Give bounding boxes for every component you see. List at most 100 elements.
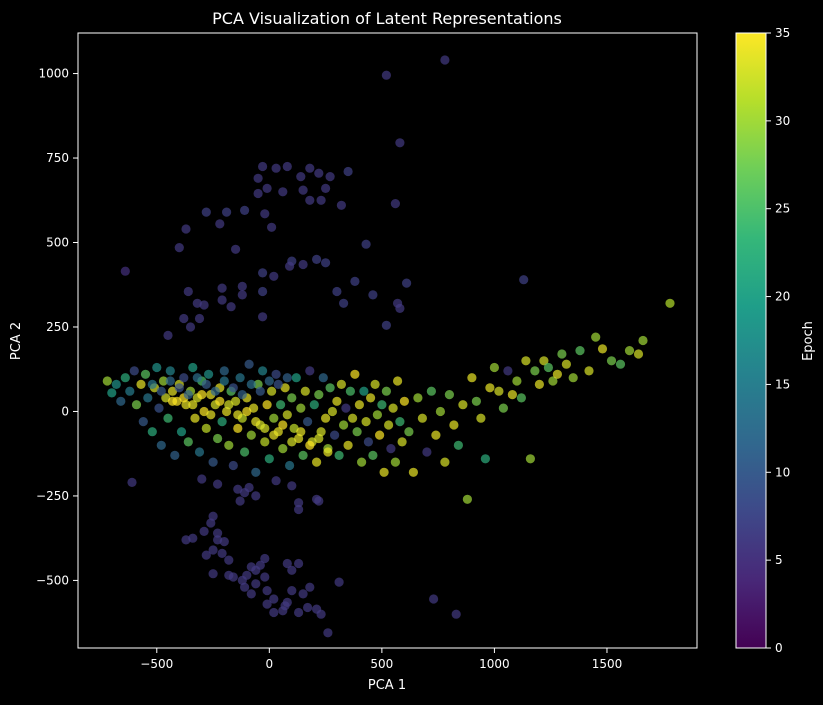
data-point	[388, 403, 398, 413]
data-point	[341, 403, 351, 413]
data-point	[192, 373, 202, 383]
data-point	[269, 413, 279, 423]
y-tick-label: −500	[36, 573, 69, 587]
data-point	[476, 413, 486, 423]
data-point	[156, 440, 166, 450]
data-point	[260, 553, 270, 564]
data-point	[314, 168, 324, 178]
y-tick-label: 250	[46, 320, 69, 334]
data-point	[264, 376, 274, 386]
data-point	[363, 437, 373, 447]
data-point	[111, 379, 121, 389]
data-point	[381, 70, 391, 80]
data-point	[397, 437, 407, 447]
data-point	[332, 396, 342, 406]
data-point	[215, 396, 225, 406]
data-point	[325, 172, 335, 182]
data-point	[174, 383, 184, 393]
data-point	[262, 599, 272, 609]
data-point	[170, 450, 180, 460]
x-tick-label: 1000	[479, 657, 510, 671]
data-point	[219, 366, 229, 376]
data-point	[561, 359, 572, 369]
data-point	[240, 488, 250, 498]
data-point	[224, 400, 234, 410]
data-point	[575, 346, 585, 356]
data-point	[357, 457, 367, 467]
data-point	[235, 496, 245, 506]
data-point	[179, 313, 189, 324]
data-point	[174, 243, 184, 253]
data-point	[361, 239, 371, 249]
data-point	[298, 185, 308, 195]
data-point	[194, 313, 205, 324]
data-point	[242, 406, 252, 417]
data-point	[253, 188, 263, 199]
colorbar-label: Epoch	[801, 321, 816, 361]
data-point	[413, 393, 423, 403]
colorbar-tick-label: 15	[775, 377, 790, 391]
data-point	[165, 376, 175, 386]
data-point	[291, 373, 301, 383]
data-point	[309, 400, 319, 410]
plot-area	[77, 32, 698, 649]
data-point	[188, 362, 198, 373]
data-point	[271, 369, 281, 379]
data-point	[217, 295, 227, 305]
data-point	[188, 400, 198, 410]
x-axis-label: PCA 1	[368, 678, 406, 693]
data-point	[303, 417, 313, 427]
data-point	[361, 417, 371, 427]
data-point	[507, 390, 517, 400]
data-point	[237, 290, 247, 300]
colorbar-tick-label: 35	[775, 26, 790, 40]
data-point	[188, 533, 198, 543]
data-point	[305, 163, 315, 173]
y-tick-label: 1000	[38, 67, 69, 81]
data-point	[323, 628, 333, 638]
data-point	[314, 496, 324, 506]
data-point	[548, 376, 558, 386]
data-point	[282, 373, 292, 383]
data-point	[282, 410, 292, 420]
data-point	[334, 577, 344, 587]
data-point	[399, 396, 409, 406]
data-point	[298, 589, 308, 599]
data-point	[426, 386, 436, 396]
y-axis-label: PCA 2	[9, 322, 24, 360]
data-point	[201, 550, 211, 560]
data-point	[163, 330, 173, 340]
data-point	[158, 376, 169, 386]
data-point	[339, 420, 349, 430]
data-point	[584, 366, 594, 376]
data-point	[402, 278, 412, 288]
data-point	[271, 163, 281, 173]
data-point	[147, 427, 157, 437]
data-point	[201, 207, 211, 217]
data-point	[165, 366, 175, 376]
data-point	[201, 379, 211, 389]
data-point	[336, 200, 346, 210]
data-point	[395, 138, 405, 148]
data-point	[282, 558, 292, 569]
data-point	[273, 379, 283, 389]
data-point	[591, 332, 601, 342]
data-point	[624, 346, 635, 356]
data-point	[597, 344, 608, 354]
data-point	[453, 440, 463, 450]
data-point	[120, 266, 130, 276]
data-point	[393, 376, 403, 386]
data-point	[417, 413, 427, 423]
x-tick-label: 500	[370, 657, 393, 671]
data-point	[235, 373, 245, 383]
data-point	[379, 467, 389, 477]
data-point	[208, 457, 218, 467]
x-axis-ticks: −500 0 500 1000 1500	[140, 648, 622, 671]
data-point	[638, 335, 648, 346]
colorbar-tick-label: 30	[775, 114, 790, 128]
data-point	[350, 276, 360, 286]
data-point	[480, 454, 490, 464]
data-point	[269, 594, 279, 604]
